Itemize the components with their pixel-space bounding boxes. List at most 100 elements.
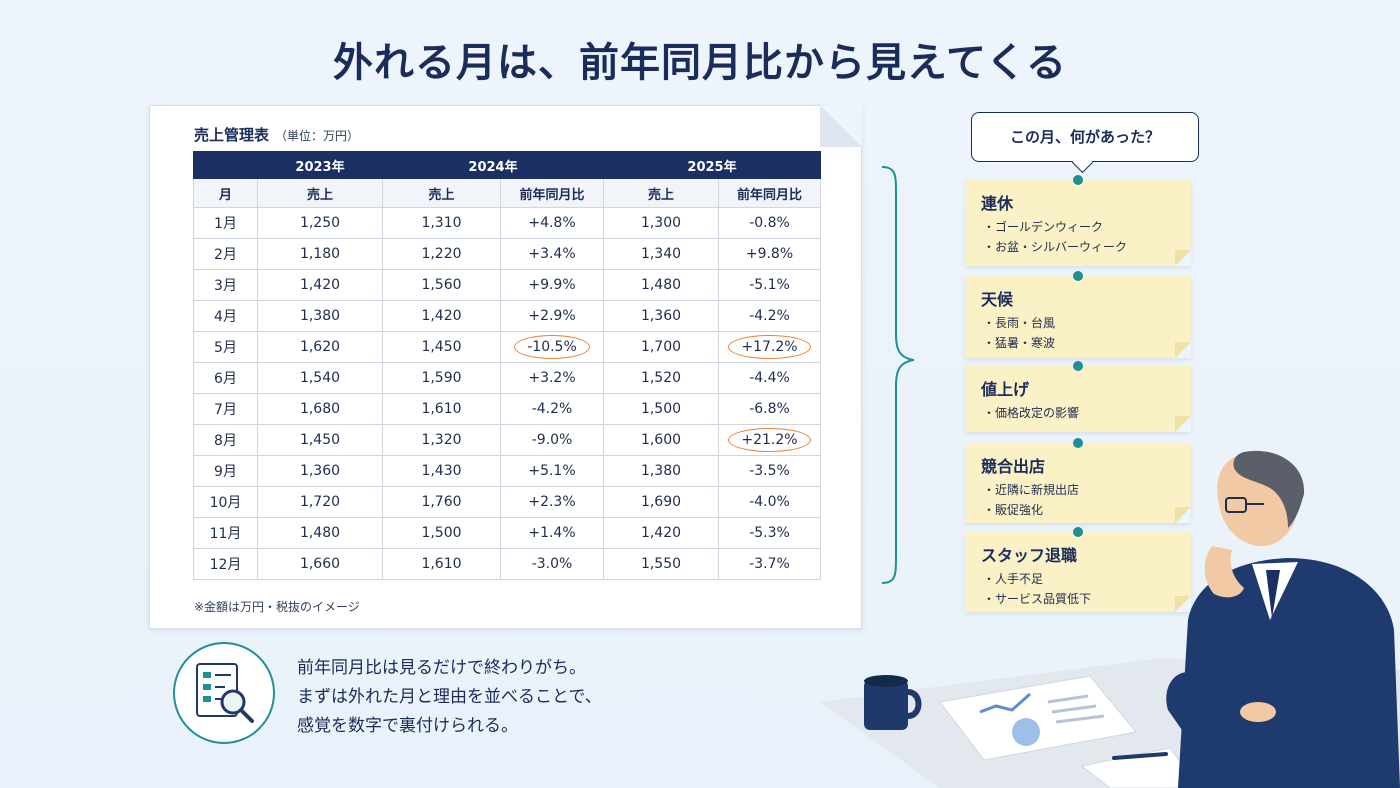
table-cell-y2024: -3.0% <box>500 548 604 580</box>
note-title: スタッフ退職 <box>981 546 1078 565</box>
note-item: ・猛暑・寒波 <box>983 336 1056 350</box>
table-cell-month: 6月 <box>193 362 258 394</box>
table-cell-s2024: 1,500 <box>382 517 501 549</box>
table-cell-y2024: +4.8% <box>500 207 604 239</box>
sticky-note: スタッフ退職 ・人手不足 ・サービス品質低下 <box>965 527 1191 612</box>
table-cell-month: 4月 <box>193 300 258 332</box>
table-cell-y2024: +1.4% <box>500 517 604 549</box>
col-header-yoy-2025: 前年同月比 <box>718 178 821 208</box>
tip-line: 感覚を数字で裏付けられる。 <box>297 716 518 736</box>
report-paper-icon <box>939 675 1137 761</box>
table-cell-s2023: 1,480 <box>257 517 383 549</box>
table-cell-y2024: +2.9% <box>500 300 604 332</box>
table-cell-y2025: -5.1% <box>718 269 821 301</box>
table-cell-y2024: -4.2% <box>500 393 604 425</box>
col-header-sales-2024: 売上 <box>382 178 501 208</box>
table-cell-y2025: -0.8% <box>718 207 821 239</box>
note-item: ・人手不足 <box>983 572 1044 586</box>
table-cell-s2025: 1,380 <box>603 455 719 487</box>
sticky-note: 値上げ・価格改定の影響 <box>965 361 1191 432</box>
page-title: 外れる月は、前年同月比から見えてくる <box>333 40 1067 86</box>
year-header-2025: 2025年 <box>603 151 821 179</box>
tip-text: 前年同月比は見るだけで終わりがち。 まずは外れた月と理由を並べることで、 感覚を… <box>297 654 602 741</box>
table-cell-y2025: -3.5% <box>718 455 821 487</box>
question-bubble: この月、何があった？ <box>971 112 1199 162</box>
table-cell-s2023: 1,380 <box>257 300 383 332</box>
year-header-2023: 2023年 <box>257 151 383 179</box>
table-row: 6月 1,540 1,590 +3.2% 1,520 -4.4% <box>193 362 821 394</box>
table-cell-month: 9月 <box>193 455 258 487</box>
table-cell-s2024: 1,590 <box>382 362 501 394</box>
sales-sheet: 売上管理表 （単位：万円） 2023年 2024年 2025年 月 売上 売上 前… <box>149 105 862 629</box>
table-row: 10月 1,720 1,760 +2.3% 1,690 -4.0% <box>193 486 821 518</box>
note-item: ・近隣に新規出店 <box>983 483 1080 497</box>
table-cell-s2023: 1,680 <box>257 393 383 425</box>
pin-icon <box>1073 175 1083 185</box>
table-cell-y2025: -5.3% <box>718 517 821 549</box>
table-cell-s2023: 1,180 <box>257 238 383 270</box>
note-title: 競合出店 <box>981 457 1046 476</box>
table-cell-s2024: 1,430 <box>382 455 501 487</box>
table-cell-s2025: 1,500 <box>603 393 719 425</box>
table-cell-s2025: 1,420 <box>603 517 719 549</box>
table-cell-s2023: 1,540 <box>257 362 383 394</box>
note-title: 天候 <box>981 290 1014 309</box>
table-cell-s2024: 1,760 <box>382 486 501 518</box>
table-cell-month: 7月 <box>193 393 258 425</box>
table-row: 4月 1,380 1,420 +2.9% 1,360 -4.2% <box>193 300 821 332</box>
sales-table-body: 1月 1,250 1,310 +4.8% 1,300 -0.8% 2月 1,180 1,220 +… <box>193 207 821 580</box>
table-cell-y2024: -9.0% <box>500 424 604 456</box>
table-row: 7月 1,680 1,610 -4.2% 1,500 -6.8% <box>193 393 821 425</box>
table-cell-s2023: 1,360 <box>257 455 383 487</box>
table-cell-y2025: +21.2% <box>718 424 821 456</box>
table-cell-s2025: 1,550 <box>603 548 719 580</box>
table-cell-y2025: -4.0% <box>718 486 821 518</box>
note-corner <box>1175 596 1191 612</box>
tip-line: 前年同月比は見るだけで終わりがち。 <box>297 658 586 678</box>
table-cell-s2023: 1,450 <box>257 424 383 456</box>
table-cell-s2025: 1,360 <box>603 300 719 332</box>
table-cell-s2025: 1,700 <box>603 331 719 363</box>
table-row: 9月 1,360 1,430 +5.1% 1,380 -3.5% <box>193 455 821 487</box>
note-item: ・価格改定の影響 <box>983 406 1080 420</box>
table-cell-y2024: +5.1% <box>500 455 604 487</box>
businessman-illustration <box>1166 450 1400 788</box>
sheet-footnote: ※金額は万円・税抜のイメージ <box>194 600 360 614</box>
sales-table: 2023年 2024年 2025年 月 売上 売上 前年同月比 売上 前年同月比… <box>193 151 821 580</box>
highlight-circle: +17.2% <box>728 335 811 359</box>
pin-icon <box>1073 527 1083 537</box>
table-cell-s2023: 1,660 <box>257 548 383 580</box>
tip-line: まずは外れた月と理由を並べることで、 <box>297 687 602 707</box>
note-item: ・ゴールデンウィーク <box>983 220 1104 234</box>
table-cell-month: 2月 <box>193 238 258 270</box>
table-cell-s2023: 1,250 <box>257 207 383 239</box>
table-row: 3月 1,420 1,560 +9.9% 1,480 -5.1% <box>193 269 821 301</box>
table-cell-month: 10月 <box>193 486 258 518</box>
table-cell-y2025: -4.2% <box>718 300 821 332</box>
table-cell-s2025: 1,480 <box>603 269 719 301</box>
table-cell-s2024: 1,310 <box>382 207 501 239</box>
table-cell-month: 1月 <box>193 207 258 239</box>
table-cell-s2025: 1,690 <box>603 486 719 518</box>
table-cell-s2025: 1,340 <box>603 238 719 270</box>
table-cell-month: 11月 <box>193 517 258 549</box>
highlight-circle: +21.2% <box>728 428 811 452</box>
pin-icon <box>1073 438 1083 448</box>
table-cell-s2025: 1,600 <box>603 424 719 456</box>
col-header-sales-2025: 売上 <box>603 178 719 208</box>
note-title: 値上げ <box>981 380 1030 399</box>
sheet-title: 売上管理表 （単位：万円） <box>194 124 359 145</box>
year-header-blank <box>193 151 258 179</box>
pin-icon <box>1073 361 1083 371</box>
table-cell-s2024: 1,220 <box>382 238 501 270</box>
table-cell-s2024: 1,420 <box>382 300 501 332</box>
coffee-mug-icon <box>864 675 922 730</box>
table-row: 8月 1,450 1,320 -9.0% 1,600 +21.2% <box>193 424 821 456</box>
note-corner <box>1175 416 1191 432</box>
table-cell-s2024: 1,560 <box>382 269 501 301</box>
table-cell-month: 5月 <box>193 331 258 363</box>
col-header-sales-2023: 売上 <box>257 178 383 208</box>
note-item: ・お盆・シルバーウィーク <box>983 240 1128 254</box>
sticky-note: 連休 ・ゴールデンウィーク ・お盆・シルバーウィーク <box>965 175 1191 266</box>
note-item: ・販促強化 <box>983 503 1044 517</box>
